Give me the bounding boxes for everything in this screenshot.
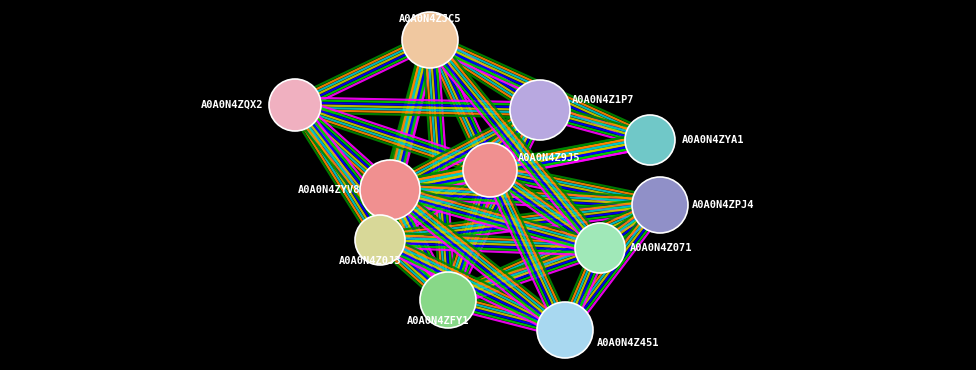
Ellipse shape <box>420 272 476 328</box>
Text: A0A0N4ZPJ4: A0A0N4ZPJ4 <box>692 200 754 210</box>
Text: A0A0N4Z071: A0A0N4Z071 <box>630 243 693 253</box>
Ellipse shape <box>632 177 688 233</box>
Text: A0A0N4Z1P7: A0A0N4Z1P7 <box>572 95 634 105</box>
Ellipse shape <box>355 215 405 265</box>
Ellipse shape <box>625 115 675 165</box>
Ellipse shape <box>510 80 570 140</box>
Text: A0A0N4Z451: A0A0N4Z451 <box>597 338 660 348</box>
Text: A0A0N4Z9J5: A0A0N4Z9J5 <box>518 153 581 163</box>
Ellipse shape <box>463 143 517 197</box>
Text: A0A0N4ZYV8: A0A0N4ZYV8 <box>298 185 360 195</box>
Text: A0A0N4ZFY1: A0A0N4ZFY1 <box>407 316 469 326</box>
Ellipse shape <box>537 302 593 358</box>
Text: A0A0N4ZQX2: A0A0N4ZQX2 <box>200 100 263 110</box>
Ellipse shape <box>575 223 625 273</box>
Text: A0A0N4ZYA1: A0A0N4ZYA1 <box>682 135 745 145</box>
Ellipse shape <box>360 160 420 220</box>
Text: A0A0N4ZJC5: A0A0N4ZJC5 <box>399 14 462 24</box>
Ellipse shape <box>269 79 321 131</box>
Text: A0A0N4Z0J3: A0A0N4Z0J3 <box>339 256 401 266</box>
Ellipse shape <box>402 12 458 68</box>
